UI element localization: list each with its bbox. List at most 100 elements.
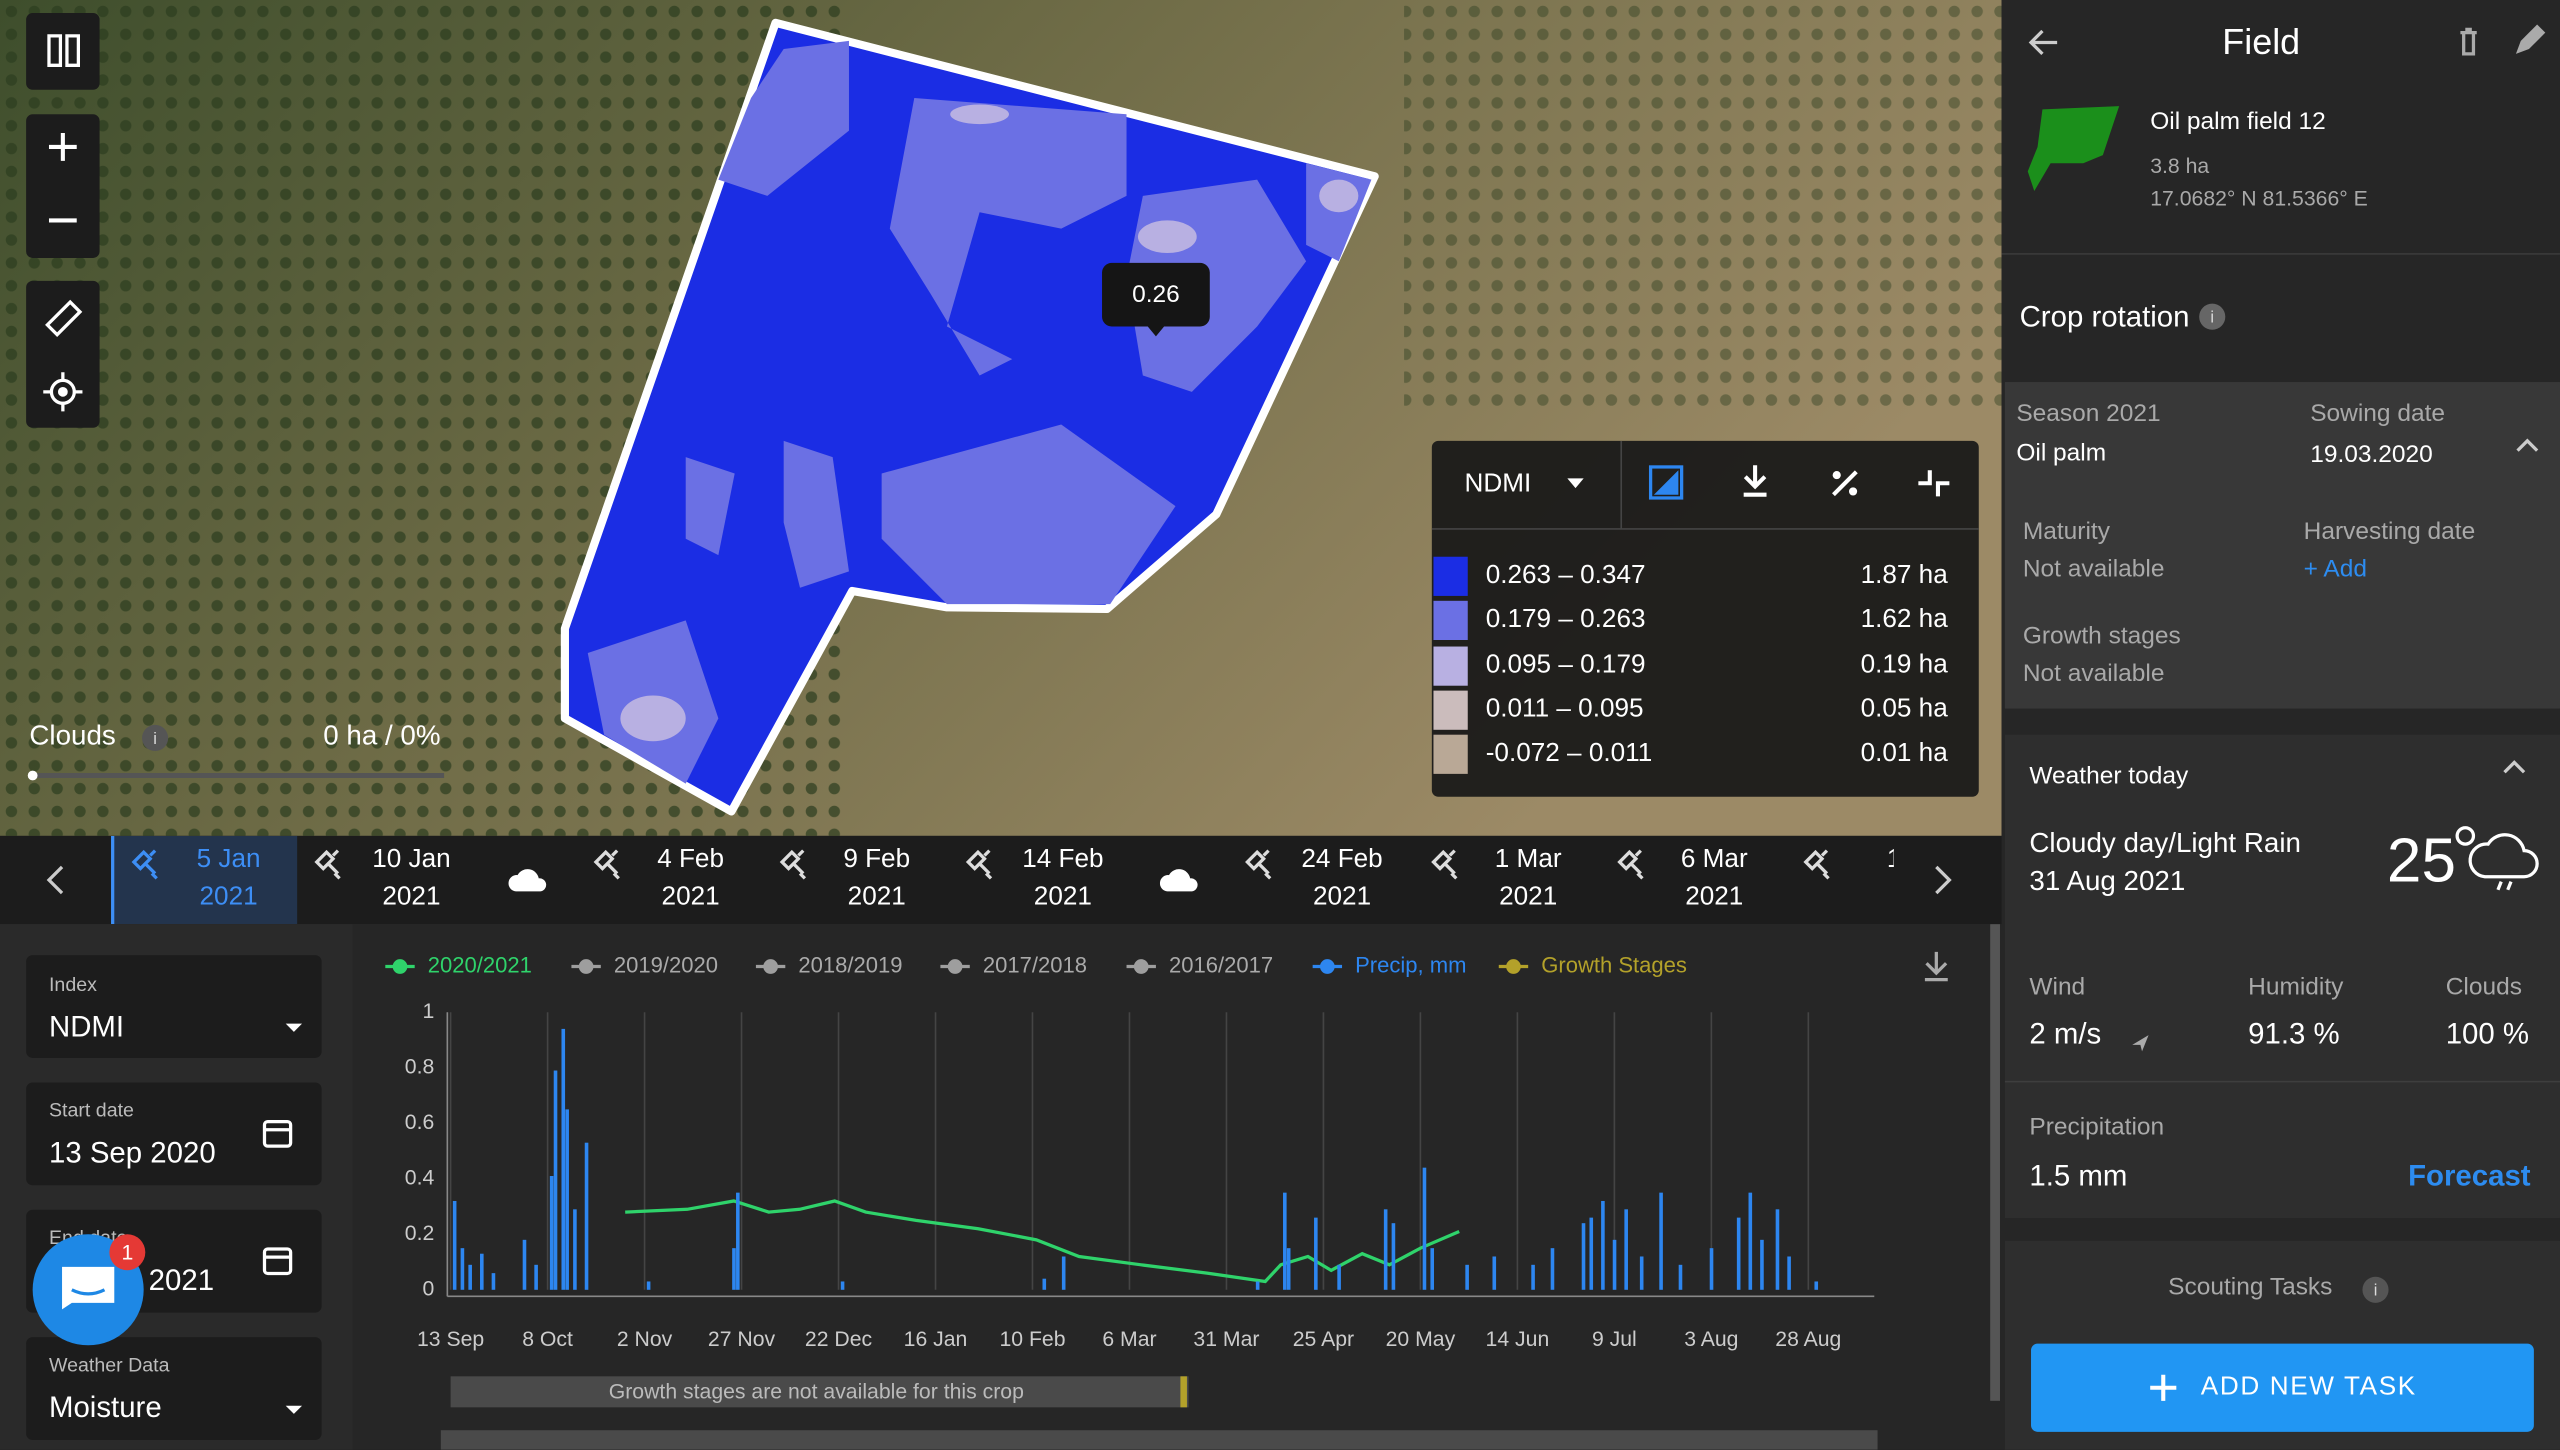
timeline-date[interactable]: 24 Feb 2021 bbox=[1228, 836, 1414, 924]
growth-stage-note: Growth stages are not available for this… bbox=[609, 1380, 1024, 1403]
legend-dot bbox=[763, 959, 778, 974]
index-field[interactable] bbox=[26, 955, 322, 1058]
legend-label[interactable]: Precip, mm bbox=[1355, 952, 1466, 977]
precip-bar bbox=[1736, 1217, 1741, 1290]
ndmi-zones-light bbox=[620, 104, 1359, 742]
precip-bar bbox=[1492, 1256, 1497, 1290]
timeline-date[interactable]: 5 Jan 2021 bbox=[111, 835, 298, 925]
calendar-icon[interactable] bbox=[262, 1119, 293, 1148]
legend-swatch bbox=[1433, 690, 1468, 730]
edit-button[interactable] bbox=[2515, 24, 2546, 54]
next-arrow[interactable] bbox=[1935, 865, 1952, 895]
collapse-button[interactable] bbox=[1918, 470, 1950, 497]
legend-swatch bbox=[1433, 601, 1468, 641]
precip-bar bbox=[1550, 1248, 1555, 1290]
timeline-date[interactable]: 6 Mar 2021 bbox=[1600, 836, 1786, 924]
delete-button[interactable] bbox=[2460, 27, 2477, 56]
tooltip-pointer bbox=[1147, 326, 1165, 337]
scrollbar[interactable] bbox=[1990, 924, 2000, 1401]
year-label: 2021 bbox=[1685, 883, 1744, 912]
start-date-field[interactable] bbox=[26, 1082, 322, 1186]
value: 19.03.2020 bbox=[2310, 440, 2433, 469]
info-icon[interactable] bbox=[2362, 1276, 2389, 1303]
precip-bar bbox=[491, 1273, 496, 1290]
cloud-glyph bbox=[508, 869, 547, 892]
x-tick-label: 22 Dec bbox=[805, 1328, 873, 1351]
timeline-date[interactable]: 4 Feb 2021 bbox=[576, 836, 762, 924]
legend-label[interactable]: 2016/2017 bbox=[1169, 952, 1273, 977]
timeline-date[interactable]: 14 Feb 2021 bbox=[949, 836, 1135, 924]
filters-panel: Index NDMI Start date 13 Sep 2020 End da… bbox=[0, 924, 353, 1450]
season-card bbox=[2004, 382, 2560, 709]
satellite-glyph bbox=[131, 849, 158, 880]
legend-label[interactable]: 2018/2019 bbox=[798, 952, 902, 977]
timeline-date[interactable]: 10 Jan 2021 bbox=[297, 836, 483, 924]
timeline-date[interactable]: 9 Feb 2021 bbox=[762, 836, 948, 924]
clouds-value: 0 ha / 0% bbox=[323, 719, 441, 752]
precip-bar bbox=[1709, 1248, 1714, 1290]
date-label: 14 Feb bbox=[1022, 845, 1104, 874]
y-tick-label: 0.4 bbox=[405, 1166, 435, 1189]
section-title: Crop rotation bbox=[2019, 300, 2190, 334]
y-tick-label: 0.2 bbox=[405, 1222, 435, 1245]
date-label: 24 Feb bbox=[1301, 845, 1383, 874]
collapse-chevron[interactable] bbox=[2503, 760, 2526, 774]
chart-download[interactable] bbox=[1924, 951, 1948, 982]
legend-label[interactable]: Growth Stages bbox=[1541, 952, 1687, 977]
legend-range: 0.179 – 0.263 bbox=[1485, 606, 1646, 634]
precip-bar bbox=[1624, 1209, 1628, 1290]
precip-bar bbox=[1383, 1209, 1388, 1290]
range-slider[interactable] bbox=[440, 1430, 1878, 1450]
precip-bar bbox=[1042, 1278, 1047, 1290]
ruler-icon[interactable] bbox=[45, 299, 83, 338]
year-label: 2 bbox=[1851, 882, 1894, 915]
satellite-icon bbox=[1617, 849, 1644, 880]
timeline-date[interactable]: 1 Mar 2021 bbox=[1414, 836, 1600, 924]
index-select[interactable]: NDMI bbox=[1464, 470, 1532, 498]
x-tick-label: 31 Mar bbox=[1193, 1328, 1259, 1351]
zoom-in[interactable] bbox=[48, 133, 77, 161]
legend-label[interactable]: 2019/2020 bbox=[614, 952, 718, 977]
chart-panel bbox=[352, 924, 2002, 1450]
add-harvest-link[interactable]: + Add bbox=[2303, 555, 2368, 583]
back-button[interactable] bbox=[2028, 29, 2058, 56]
legend-range: -0.072 – 0.011 bbox=[1485, 739, 1653, 768]
satellite-icon bbox=[1431, 849, 1458, 880]
info-icon[interactable] bbox=[2199, 303, 2226, 330]
percent-button[interactable] bbox=[1832, 470, 1858, 497]
legend-label[interactable]: 2020/2021 bbox=[428, 952, 532, 977]
zoom-controls bbox=[26, 114, 100, 258]
precip-bar bbox=[1775, 1209, 1780, 1290]
compare-button[interactable] bbox=[26, 13, 100, 90]
info-icon[interactable] bbox=[142, 724, 169, 752]
slider-handle[interactable] bbox=[27, 770, 38, 781]
weather-data-field[interactable] bbox=[26, 1337, 322, 1440]
value: 1.5 mm bbox=[2029, 1159, 2128, 1192]
compare-icon bbox=[47, 34, 80, 67]
contrast-button[interactable] bbox=[1648, 465, 1684, 500]
label: Season 2021 bbox=[2016, 399, 2161, 428]
value: 91.3 % bbox=[2248, 1017, 2340, 1050]
download-button[interactable] bbox=[1743, 465, 1767, 497]
divider bbox=[2001, 253, 2560, 255]
add-task-button[interactable] bbox=[2031, 1343, 2534, 1432]
forecast-link[interactable]: Forecast bbox=[2408, 1159, 2531, 1192]
year-label: 2021 bbox=[199, 883, 258, 912]
calendar-icon[interactable] bbox=[262, 1247, 293, 1276]
satellite-glyph bbox=[1245, 849, 1272, 880]
collapse-chevron[interactable] bbox=[2516, 438, 2539, 452]
precip-bar bbox=[1814, 1281, 1819, 1290]
precip-bar bbox=[1391, 1223, 1396, 1290]
timeline-date[interactable]: 112 bbox=[1786, 836, 1894, 924]
precip-bar bbox=[732, 1248, 736, 1290]
legend-label[interactable]: 2017/2018 bbox=[983, 952, 1087, 977]
field-label: Start date bbox=[48, 1098, 134, 1122]
rain-drops bbox=[2496, 881, 2513, 891]
growth-stage-marker bbox=[1180, 1376, 1187, 1408]
percent-dot bbox=[1848, 487, 1858, 496]
prev-arrow[interactable] bbox=[46, 865, 64, 895]
label: Harvesting date bbox=[2303, 517, 2476, 546]
weather-date: 31 Aug 2021 bbox=[2029, 865, 2186, 897]
label: Wind bbox=[2029, 973, 2086, 1001]
field-shape-icon bbox=[2027, 106, 2120, 192]
